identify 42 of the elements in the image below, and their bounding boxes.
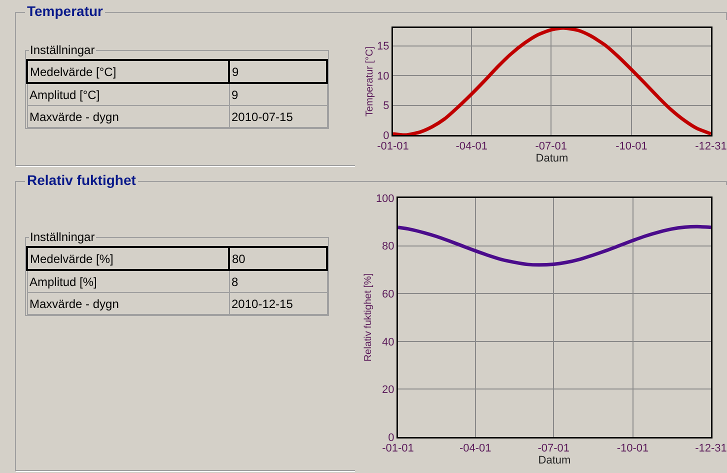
y-tick-label: 80 (382, 240, 394, 253)
y-tick-label: 0 (388, 432, 394, 444)
text: Inställningar (29, 43, 96, 57)
text: 8 (229, 270, 327, 292)
x-tick-label: -01-01 (382, 442, 414, 455)
y-tick-label: 15 (377, 40, 390, 53)
y-tick-label: 60 (382, 288, 394, 300)
x-tick-label: -10-01 (616, 442, 649, 455)
x-tick-label: -01-01 (377, 140, 409, 153)
y-axis-title: Relativ fuktighet [%] (363, 273, 374, 362)
line-series (398, 224, 711, 267)
y-tick-label: 0 (383, 130, 390, 142)
x-tick-label: -12-31 (695, 140, 727, 153)
x-tick-label: -10-01 (616, 140, 648, 153)
y-tick-label: 20 (382, 384, 394, 396)
text: 80 (229, 247, 327, 270)
text: 9 (229, 83, 327, 106)
text: 2010-07-15 (229, 106, 327, 128)
y-tick-label: 100 (376, 192, 394, 205)
text: Amplitud [%] (27, 270, 229, 292)
text: Inställningar (29, 230, 96, 244)
x-tick-label: -07-01 (535, 140, 568, 153)
text: Amplitud [°C] (27, 83, 229, 106)
y-tick-label: 5 (383, 100, 390, 112)
text: Maxvärde - dygn (27, 106, 229, 128)
text: 9 (229, 60, 327, 83)
text: Temperatur (25, 3, 105, 19)
text: Relativ fuktighet (25, 172, 138, 188)
text: Medelvärde [%] (27, 247, 229, 270)
x-axis-title: Datum (538, 454, 571, 467)
text: 2010-12-15 (229, 292, 327, 314)
text: Maxvärde - dygn (27, 292, 229, 314)
y-tick-label: 10 (377, 70, 390, 82)
line-series (393, 28, 711, 135)
x-tick-label: -04-01 (456, 140, 488, 153)
y-axis-title: Temperatur [°C] (364, 46, 376, 117)
x-tick-label: -07-01 (538, 442, 570, 455)
x-tick-label: -04-01 (459, 442, 492, 455)
text: Medelvärde [°C] (27, 60, 229, 83)
x-tick-label: -12-31 (695, 442, 727, 455)
x-axis-title: Datum (536, 152, 568, 165)
y-tick-label: 40 (382, 336, 394, 348)
